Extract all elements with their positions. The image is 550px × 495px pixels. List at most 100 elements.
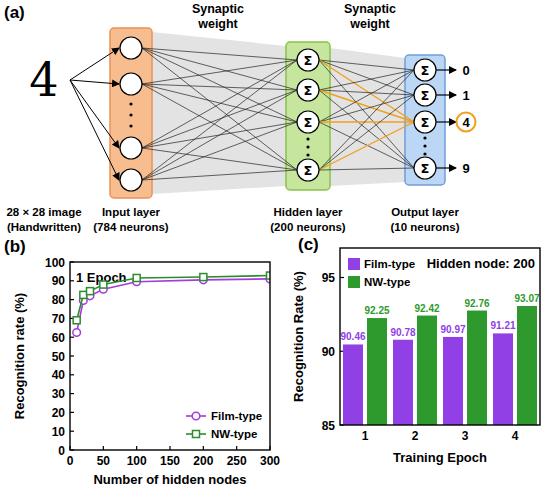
panel-label: (b) (4, 237, 26, 256)
output-highlight (457, 113, 476, 132)
connection (142, 170, 297, 180)
connection (142, 84, 297, 170)
hidden-neuron (297, 49, 319, 71)
neuron-symbol: Σ (304, 115, 313, 130)
y-tick-label: 70 (52, 312, 66, 326)
plot-frame (70, 262, 270, 450)
layer-label: Input layer (102, 206, 161, 218)
output-neuron (414, 111, 436, 133)
hidden-neuron (297, 159, 319, 181)
connection (142, 122, 297, 180)
legend-label: NW-type (211, 428, 257, 440)
bar (393, 340, 413, 425)
connection (319, 70, 414, 122)
ellipsis-dot (306, 137, 309, 140)
data-label: 92.42 (414, 303, 439, 314)
y-tick-label: 60 (52, 331, 66, 345)
hidden-neuron (297, 111, 319, 133)
ellipsis-dot (423, 152, 426, 155)
output-arrow (436, 94, 456, 95)
panel-label: (c) (298, 235, 319, 254)
x-tick-label: 200 (193, 454, 213, 468)
ellipsis-dot (423, 136, 426, 139)
y-axis-label: Recognition Rate (%) (291, 271, 306, 402)
connection (142, 60, 297, 180)
data-label: 90.97 (440, 324, 465, 335)
connection (142, 48, 297, 122)
data-label: 90.46 (340, 331, 365, 342)
legend-swatch (348, 258, 360, 270)
y-axis-label: Recognition rate (%) (12, 293, 27, 419)
connection (319, 95, 414, 170)
x-tick-label: 2 (412, 429, 419, 443)
series-marker (100, 281, 107, 288)
connection (142, 84, 297, 122)
series-marker (200, 274, 207, 281)
connection (319, 70, 414, 170)
data-label: 91.21 (490, 320, 515, 331)
x-tick-label: 300 (260, 454, 280, 468)
neuron-symbol: Σ (304, 53, 313, 68)
series-line (77, 276, 270, 321)
ellipsis-dot (129, 102, 132, 105)
output-arrow (436, 121, 456, 122)
plot-area (73, 272, 270, 336)
data-label: 90.78 (390, 327, 415, 338)
bar (417, 316, 437, 425)
y-tick-label: 100 (45, 256, 65, 270)
x-tick-label: 100 (127, 454, 147, 468)
bar (343, 344, 363, 425)
connection (142, 90, 297, 148)
bar (367, 318, 387, 425)
y-tick-label: 90 (52, 274, 66, 288)
connection (142, 90, 297, 180)
y-tick-label: 40 (52, 368, 66, 382)
series-marker (133, 274, 140, 281)
series-marker (73, 329, 81, 337)
input-arrow (70, 80, 119, 180)
panel-label: (a) (4, 3, 25, 22)
input-arrow (70, 48, 119, 80)
layer-size: (784 neurons) (93, 221, 169, 233)
legend-label: NW-type (364, 276, 410, 288)
ellipsis-dot (129, 113, 132, 116)
image-label: (Handwritten) (7, 221, 81, 233)
output-label: 9 (462, 161, 469, 176)
x-tick-label: 150 (160, 454, 180, 468)
neuron-symbol: Σ (304, 83, 313, 98)
output-neuron (414, 84, 436, 106)
output-neuron (414, 59, 436, 81)
hidden-neuron (297, 79, 319, 101)
y-tick-label: 0 (58, 444, 65, 458)
y-tick-label: 10 (52, 425, 66, 439)
neuron-symbol: Σ (421, 161, 430, 176)
neuron-symbol: Σ (421, 115, 430, 130)
plot-area (343, 306, 537, 425)
legend-swatch (348, 276, 360, 288)
weight-label: Synaptic (192, 2, 244, 16)
layer-size: (10 neurons) (390, 221, 459, 233)
legend-marker (192, 412, 200, 420)
bar (443, 337, 463, 425)
data-label: 92.25 (364, 305, 389, 316)
weight-label: weight (197, 17, 238, 31)
handwritten-digit: 4 (29, 53, 58, 107)
input-layer-box (110, 28, 152, 198)
x-tick-label: 0 (67, 454, 74, 468)
y-tick-label: 85 (322, 419, 336, 433)
weight-band (330, 48, 405, 186)
output-label: 4 (462, 115, 470, 130)
x-tick-label: 50 (97, 454, 111, 468)
neuron-symbol: Σ (421, 88, 430, 103)
data-label: 92.76 (464, 298, 489, 309)
connection (319, 60, 414, 168)
ellipsis-dot (306, 153, 309, 156)
neuron-symbol: Σ (421, 63, 430, 78)
input-neuron (120, 169, 142, 191)
input-arrow (70, 80, 119, 148)
x-tick-label: 250 (227, 454, 247, 468)
neuron-symbol: Σ (304, 163, 313, 178)
output-neuron (414, 157, 436, 179)
x-tick-label: 1 (362, 429, 369, 443)
ellipsis-dot (129, 124, 132, 127)
